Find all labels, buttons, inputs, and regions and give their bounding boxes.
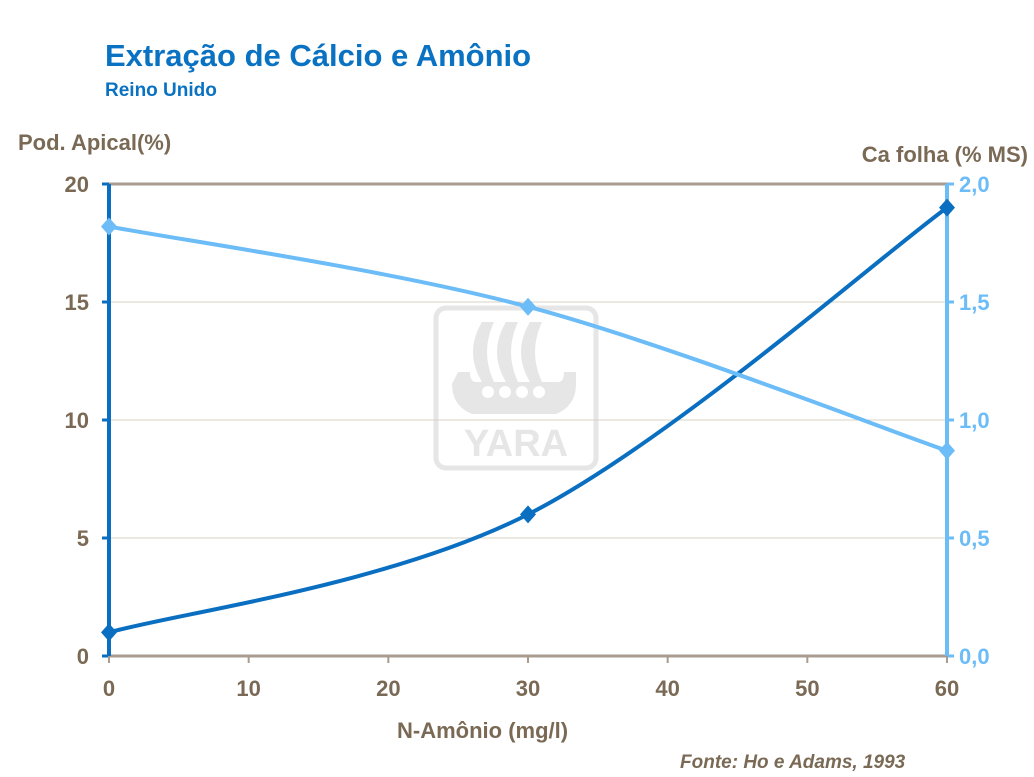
- yara-logo-watermark: YARA: [433, 305, 599, 471]
- y-right-tick-label: 0,0: [959, 644, 990, 669]
- x-tick-label: 0: [103, 676, 115, 701]
- series-2-marker: [939, 441, 955, 460]
- x-tick-label: 20: [376, 676, 400, 701]
- source-note: Fonte: Ho e Adams, 1993: [680, 752, 906, 773]
- y-right-tick-label: 1,0: [959, 408, 990, 433]
- y-right-tick-label: 1,5: [959, 290, 990, 315]
- series-2-marker: [520, 297, 536, 316]
- series-1-marker: [939, 198, 955, 217]
- x-tick-label: 50: [795, 676, 819, 701]
- y-left-tick-label: 0: [77, 644, 89, 669]
- series-1-marker: [520, 505, 536, 524]
- x-axis-label: N-Amônio (mg/l): [397, 718, 569, 743]
- y-right-tick-label: 2,0: [959, 172, 990, 197]
- y-axis-right-label: Ca folha (% MS): [861, 142, 1028, 167]
- series-1-marker: [101, 623, 117, 642]
- x-tick-label: 60: [935, 676, 959, 701]
- chart-title: Extração de Cálcio e Amônio: [105, 38, 532, 73]
- y-left-tick-label: 5: [77, 526, 89, 551]
- chart-subtitle: Reino Unido: [105, 80, 217, 101]
- y-axis-left-label: Pod. Apical(%): [18, 130, 172, 155]
- y-right-tick-label: 0,5: [959, 526, 990, 551]
- x-tick-label: 40: [655, 676, 679, 701]
- x-tick-label: 10: [236, 676, 260, 701]
- svg-text:YARA: YARA: [464, 423, 568, 465]
- y-left-tick-label: 20: [65, 172, 89, 197]
- x-tick-label: 30: [516, 676, 540, 701]
- y-left-tick-label: 15: [65, 290, 89, 315]
- series-2-marker: [101, 217, 117, 236]
- y-left-tick-label: 10: [65, 408, 89, 433]
